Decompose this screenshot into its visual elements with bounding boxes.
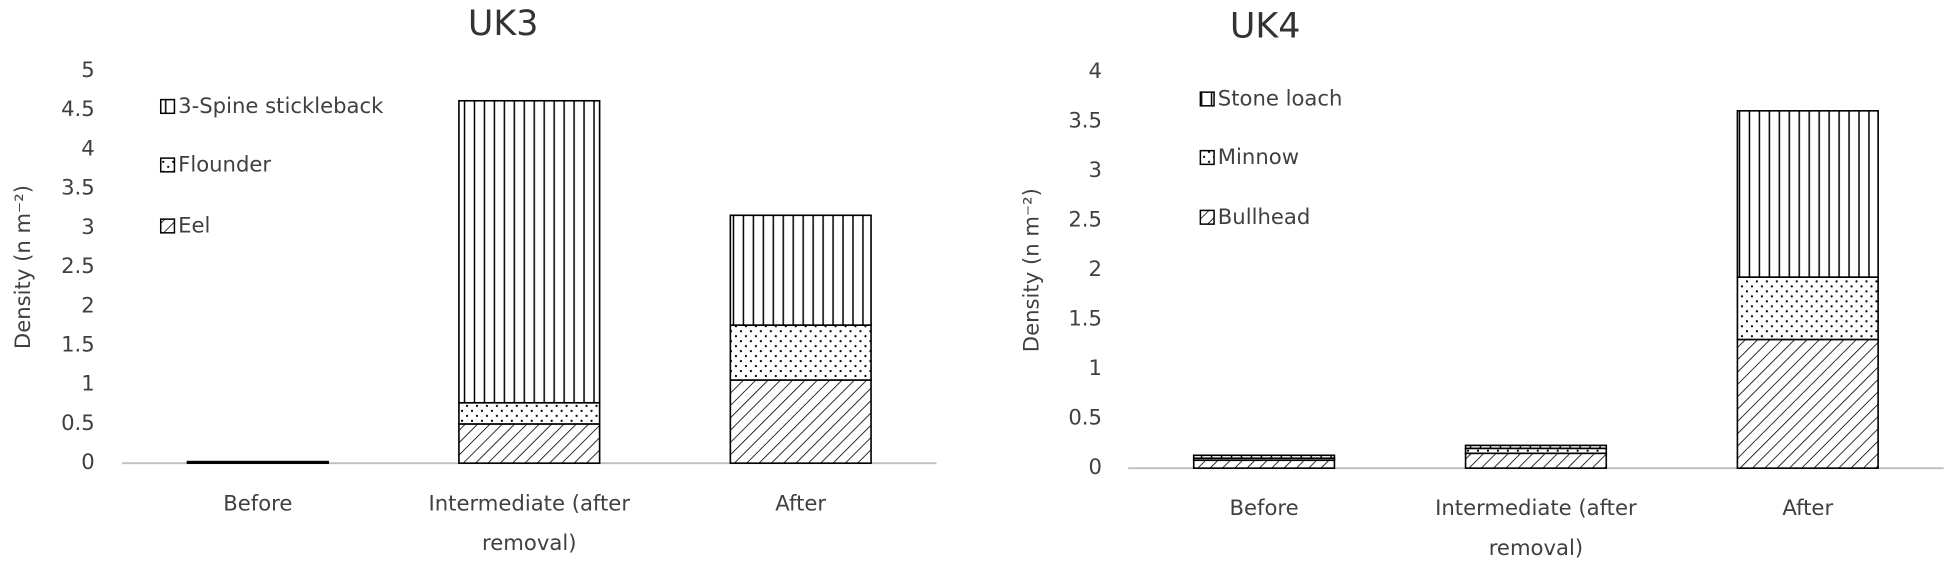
y-tick-label: 3: [1089, 157, 1102, 182]
legend-label: Eel: [178, 213, 210, 238]
y-tick-label: 1.5: [61, 332, 95, 357]
x-tick-label: Before: [1229, 495, 1298, 520]
legend-swatch: [1199, 209, 1215, 225]
bar-segment: [186, 460, 330, 464]
y-axis-label: Density (n m⁻²): [10, 185, 35, 349]
legend-label: Flounder: [178, 152, 271, 177]
legend-swatch: [1199, 149, 1215, 166]
x-tick-label: After: [1782, 495, 1833, 520]
y-tick-label: 3.5: [61, 175, 95, 200]
bar-segment: [458, 99, 601, 404]
legend-swatch: [1199, 91, 1215, 107]
x-tick-label: Before: [223, 490, 292, 515]
x-tick-label: After: [775, 490, 826, 515]
chart-title: UK4: [1230, 6, 1301, 46]
y-axis-label: Density (n m⁻²): [1018, 188, 1043, 352]
bar-segment: [729, 214, 872, 326]
y-tick-label: 0.5: [1068, 405, 1102, 430]
y-tick-label: 4: [81, 135, 94, 160]
bar-segment: [1192, 459, 1336, 469]
y-tick-label: 2: [1089, 256, 1102, 281]
bar-segment: [1192, 454, 1336, 460]
y-tick-label: 4: [1089, 58, 1102, 83]
y-tick-label: 1: [81, 371, 94, 396]
bar-segment: [729, 324, 872, 381]
legend-label: Stone loach: [1218, 86, 1343, 111]
x-tick-label: Intermediate (after removal): [1435, 495, 1637, 560]
bar-segment: [458, 401, 601, 425]
bar-segment: [1464, 444, 1608, 450]
bar-segment: [1736, 338, 1879, 469]
bar-segment: [1464, 452, 1608, 469]
y-tick-label: 5: [81, 57, 94, 82]
legend-label: 3-Spine stickleback: [178, 93, 384, 118]
y-tick-label: 2.5: [61, 253, 95, 278]
y-tick-label: 3: [81, 214, 94, 239]
y-tick-label: 0: [1089, 454, 1102, 479]
legend-label: Minnow: [1218, 144, 1299, 169]
bar-segment: [1736, 276, 1879, 341]
bar-segment: [458, 423, 601, 464]
legend-swatch: [159, 157, 176, 173]
legend-label: Bullhead: [1218, 204, 1311, 229]
y-tick-label: 1: [1089, 355, 1102, 380]
chart-title: UK3: [468, 4, 539, 44]
y-tick-label: 3.5: [1068, 108, 1102, 133]
y-tick-label: 4.5: [61, 96, 95, 121]
y-tick-label: 0: [81, 449, 94, 474]
x-tick-label: Intermediate (after removal): [429, 490, 631, 555]
y-tick-label: 2: [81, 292, 94, 317]
bar-segment: [729, 379, 872, 464]
legend-swatch: [159, 98, 176, 115]
bar-segment: [1736, 110, 1879, 278]
y-tick-label: 0.5: [61, 410, 95, 435]
y-tick-label: 1.5: [1068, 306, 1102, 331]
y-tick-label: 2.5: [1068, 207, 1102, 232]
legend-swatch: [159, 218, 176, 234]
